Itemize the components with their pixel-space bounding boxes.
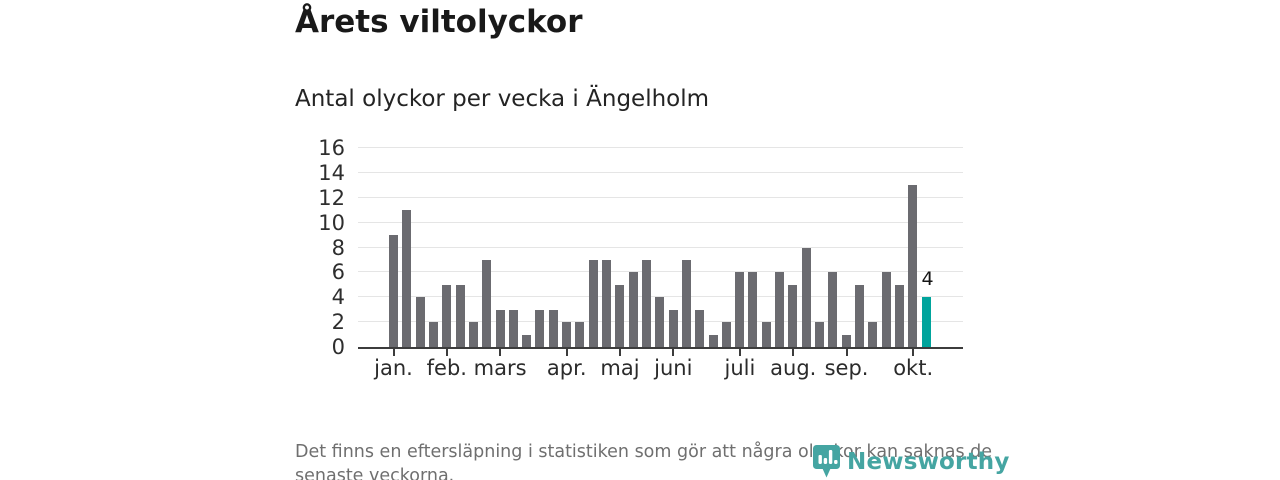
y-axis-tick-label: 12: [318, 185, 345, 210]
bar: [908, 185, 918, 347]
y-axis-tick-label: 16: [318, 136, 345, 160]
bar: [562, 322, 572, 347]
bar: [575, 322, 585, 347]
bar: [868, 322, 878, 347]
bar: [615, 284, 625, 347]
x-axis-tick: [672, 349, 675, 356]
bar: [708, 334, 718, 347]
y-axis-tick-label: 2: [331, 310, 345, 335]
x-axis-month-label: mars: [473, 356, 527, 380]
bar: [628, 272, 638, 347]
bar: [761, 322, 771, 347]
newsworthy-pin-bar-chart-icon: [812, 444, 841, 479]
chart-subtitle: Antal olyckor per vecka i Ängelholm: [295, 86, 710, 112]
bar: [815, 322, 824, 347]
x-axis-tick: [619, 349, 622, 356]
x-axis-month-label: feb.: [426, 356, 467, 380]
bar: [655, 297, 665, 347]
bar: [881, 272, 891, 347]
y-axis-tick-label: 6: [331, 260, 345, 285]
x-axis-tick: [738, 349, 741, 356]
gridline-y-4: [358, 296, 963, 298]
gridline-y-6: [358, 271, 963, 273]
gridline-y-8: [358, 246, 963, 248]
newsworthy-logo-text: Newsworthy: [847, 448, 1010, 475]
x-axis-month-label: aug.: [770, 356, 817, 380]
bar: [841, 334, 851, 347]
bar: [801, 247, 811, 347]
y-axis: 0 2 4 6 8 10 12 14 16: [290, 137, 345, 358]
x-axis-month-label: sep.: [824, 356, 869, 380]
bar: [775, 272, 785, 347]
x-axis-month-label: jan.: [374, 356, 413, 380]
y-axis-tick-label: 8: [331, 235, 345, 260]
bar: [522, 334, 532, 347]
bar: [389, 235, 398, 347]
x-axis-tick: [792, 349, 795, 356]
x-axis-month-label: juni: [654, 356, 693, 380]
x-axis-month-label: juli: [724, 356, 756, 380]
bar: [641, 259, 651, 347]
bar: [735, 272, 745, 347]
y-axis-tick-label: 10: [318, 210, 345, 235]
bar: [748, 272, 758, 347]
footnote-line-2: senaste veckorna.: [295, 466, 455, 480]
bars-container: [389, 141, 931, 347]
bar: [695, 309, 705, 347]
bar: [428, 322, 438, 347]
gridline-y-14: [358, 171, 963, 173]
x-axis-tick: [445, 349, 448, 356]
bar: [602, 259, 611, 347]
bar: [482, 259, 492, 347]
newsworthy-logo: Newsworthy: [812, 444, 1010, 479]
bar: [508, 309, 518, 347]
x-axis-tick: [845, 349, 848, 356]
bar: [535, 309, 545, 347]
bar: [588, 259, 598, 347]
x-axis-month-label: maj: [600, 356, 640, 380]
bar: [788, 284, 798, 347]
bar: [402, 210, 412, 347]
bar-current-week: [921, 297, 931, 347]
x-axis-month-label: okt.: [893, 356, 934, 380]
gridline-y-10: [358, 221, 963, 223]
chart-title: Årets viltolyckor: [295, 4, 583, 40]
x-axis-tick: [912, 349, 915, 356]
bar: [548, 309, 558, 347]
bar: [894, 284, 904, 347]
x-axis-line: [358, 347, 963, 349]
gridline-y-12: [358, 196, 963, 198]
bar: [455, 284, 465, 347]
x-axis-tick: [392, 349, 395, 356]
bar: [681, 259, 691, 347]
bar: [721, 322, 731, 347]
gridline-y-16: [358, 147, 963, 148]
x-axis-tick: [565, 349, 568, 356]
bar: [468, 322, 478, 347]
y-axis-tick-label: 14: [318, 160, 345, 185]
bar: [854, 284, 864, 347]
bar: [668, 309, 678, 347]
y-axis-tick-label: 4: [331, 285, 345, 310]
bar: [415, 297, 425, 347]
bar: [495, 309, 505, 347]
plot-area: jan. feb. mars apr. maj juni juli aug. sep. okt. 4: [358, 141, 963, 380]
bar: [442, 284, 452, 347]
x-axis-month-label: apr.: [546, 356, 587, 380]
bar-value-label: 4: [921, 268, 934, 291]
bar: [828, 272, 838, 347]
x-axis-tick: [499, 349, 502, 356]
y-axis-tick-label: 0: [331, 335, 345, 359]
